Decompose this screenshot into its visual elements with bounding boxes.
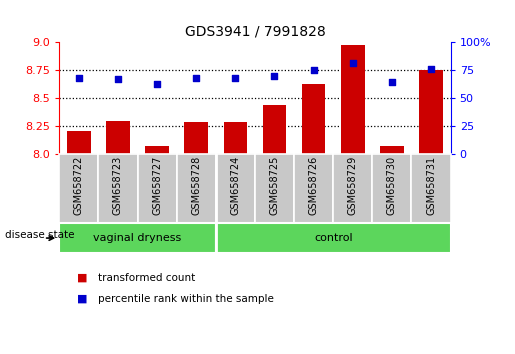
Text: control: control bbox=[314, 233, 352, 243]
Text: GSM658726: GSM658726 bbox=[308, 156, 319, 215]
Bar bbox=[184, 122, 208, 154]
Bar bbox=[59, 154, 98, 223]
Point bbox=[427, 67, 435, 72]
Title: GDS3941 / 7991828: GDS3941 / 7991828 bbox=[184, 24, 325, 39]
Bar bbox=[106, 120, 130, 154]
Bar bbox=[380, 146, 404, 154]
Point bbox=[310, 68, 318, 73]
Bar bbox=[255, 154, 294, 223]
Text: ■: ■ bbox=[77, 294, 88, 304]
Text: percentile rank within the sample: percentile rank within the sample bbox=[98, 294, 274, 304]
Text: transformed count: transformed count bbox=[98, 273, 195, 283]
Bar bbox=[98, 154, 138, 223]
Text: GSM658731: GSM658731 bbox=[426, 156, 436, 215]
Point bbox=[192, 75, 200, 81]
Point bbox=[114, 76, 122, 82]
Point bbox=[231, 75, 239, 81]
Bar bbox=[333, 154, 372, 223]
Bar bbox=[372, 154, 411, 223]
Text: GSM658725: GSM658725 bbox=[269, 156, 280, 216]
Point bbox=[153, 81, 161, 87]
Bar bbox=[216, 154, 255, 223]
Point bbox=[349, 60, 357, 65]
Text: GSM658729: GSM658729 bbox=[348, 156, 358, 215]
Text: GSM658723: GSM658723 bbox=[113, 156, 123, 215]
Text: GSM658724: GSM658724 bbox=[230, 156, 241, 215]
Point bbox=[75, 75, 83, 81]
Bar bbox=[59, 223, 216, 253]
Bar bbox=[411, 154, 451, 223]
Point bbox=[270, 73, 279, 79]
Bar bbox=[341, 45, 365, 154]
Bar bbox=[138, 154, 177, 223]
Bar bbox=[67, 131, 91, 154]
Bar bbox=[294, 154, 333, 223]
Text: GSM658730: GSM658730 bbox=[387, 156, 397, 215]
Bar bbox=[224, 122, 247, 154]
Bar bbox=[145, 146, 169, 154]
Bar bbox=[177, 154, 216, 223]
Bar bbox=[263, 105, 286, 154]
Text: GSM658727: GSM658727 bbox=[152, 156, 162, 216]
Text: disease state: disease state bbox=[5, 229, 75, 240]
Point bbox=[388, 79, 396, 84]
Text: GSM658722: GSM658722 bbox=[74, 156, 84, 216]
Bar bbox=[216, 223, 451, 253]
Text: ■: ■ bbox=[77, 273, 88, 283]
Text: vaginal dryness: vaginal dryness bbox=[93, 233, 182, 243]
Bar bbox=[419, 70, 443, 154]
Bar bbox=[302, 84, 325, 154]
Text: GSM658728: GSM658728 bbox=[191, 156, 201, 215]
